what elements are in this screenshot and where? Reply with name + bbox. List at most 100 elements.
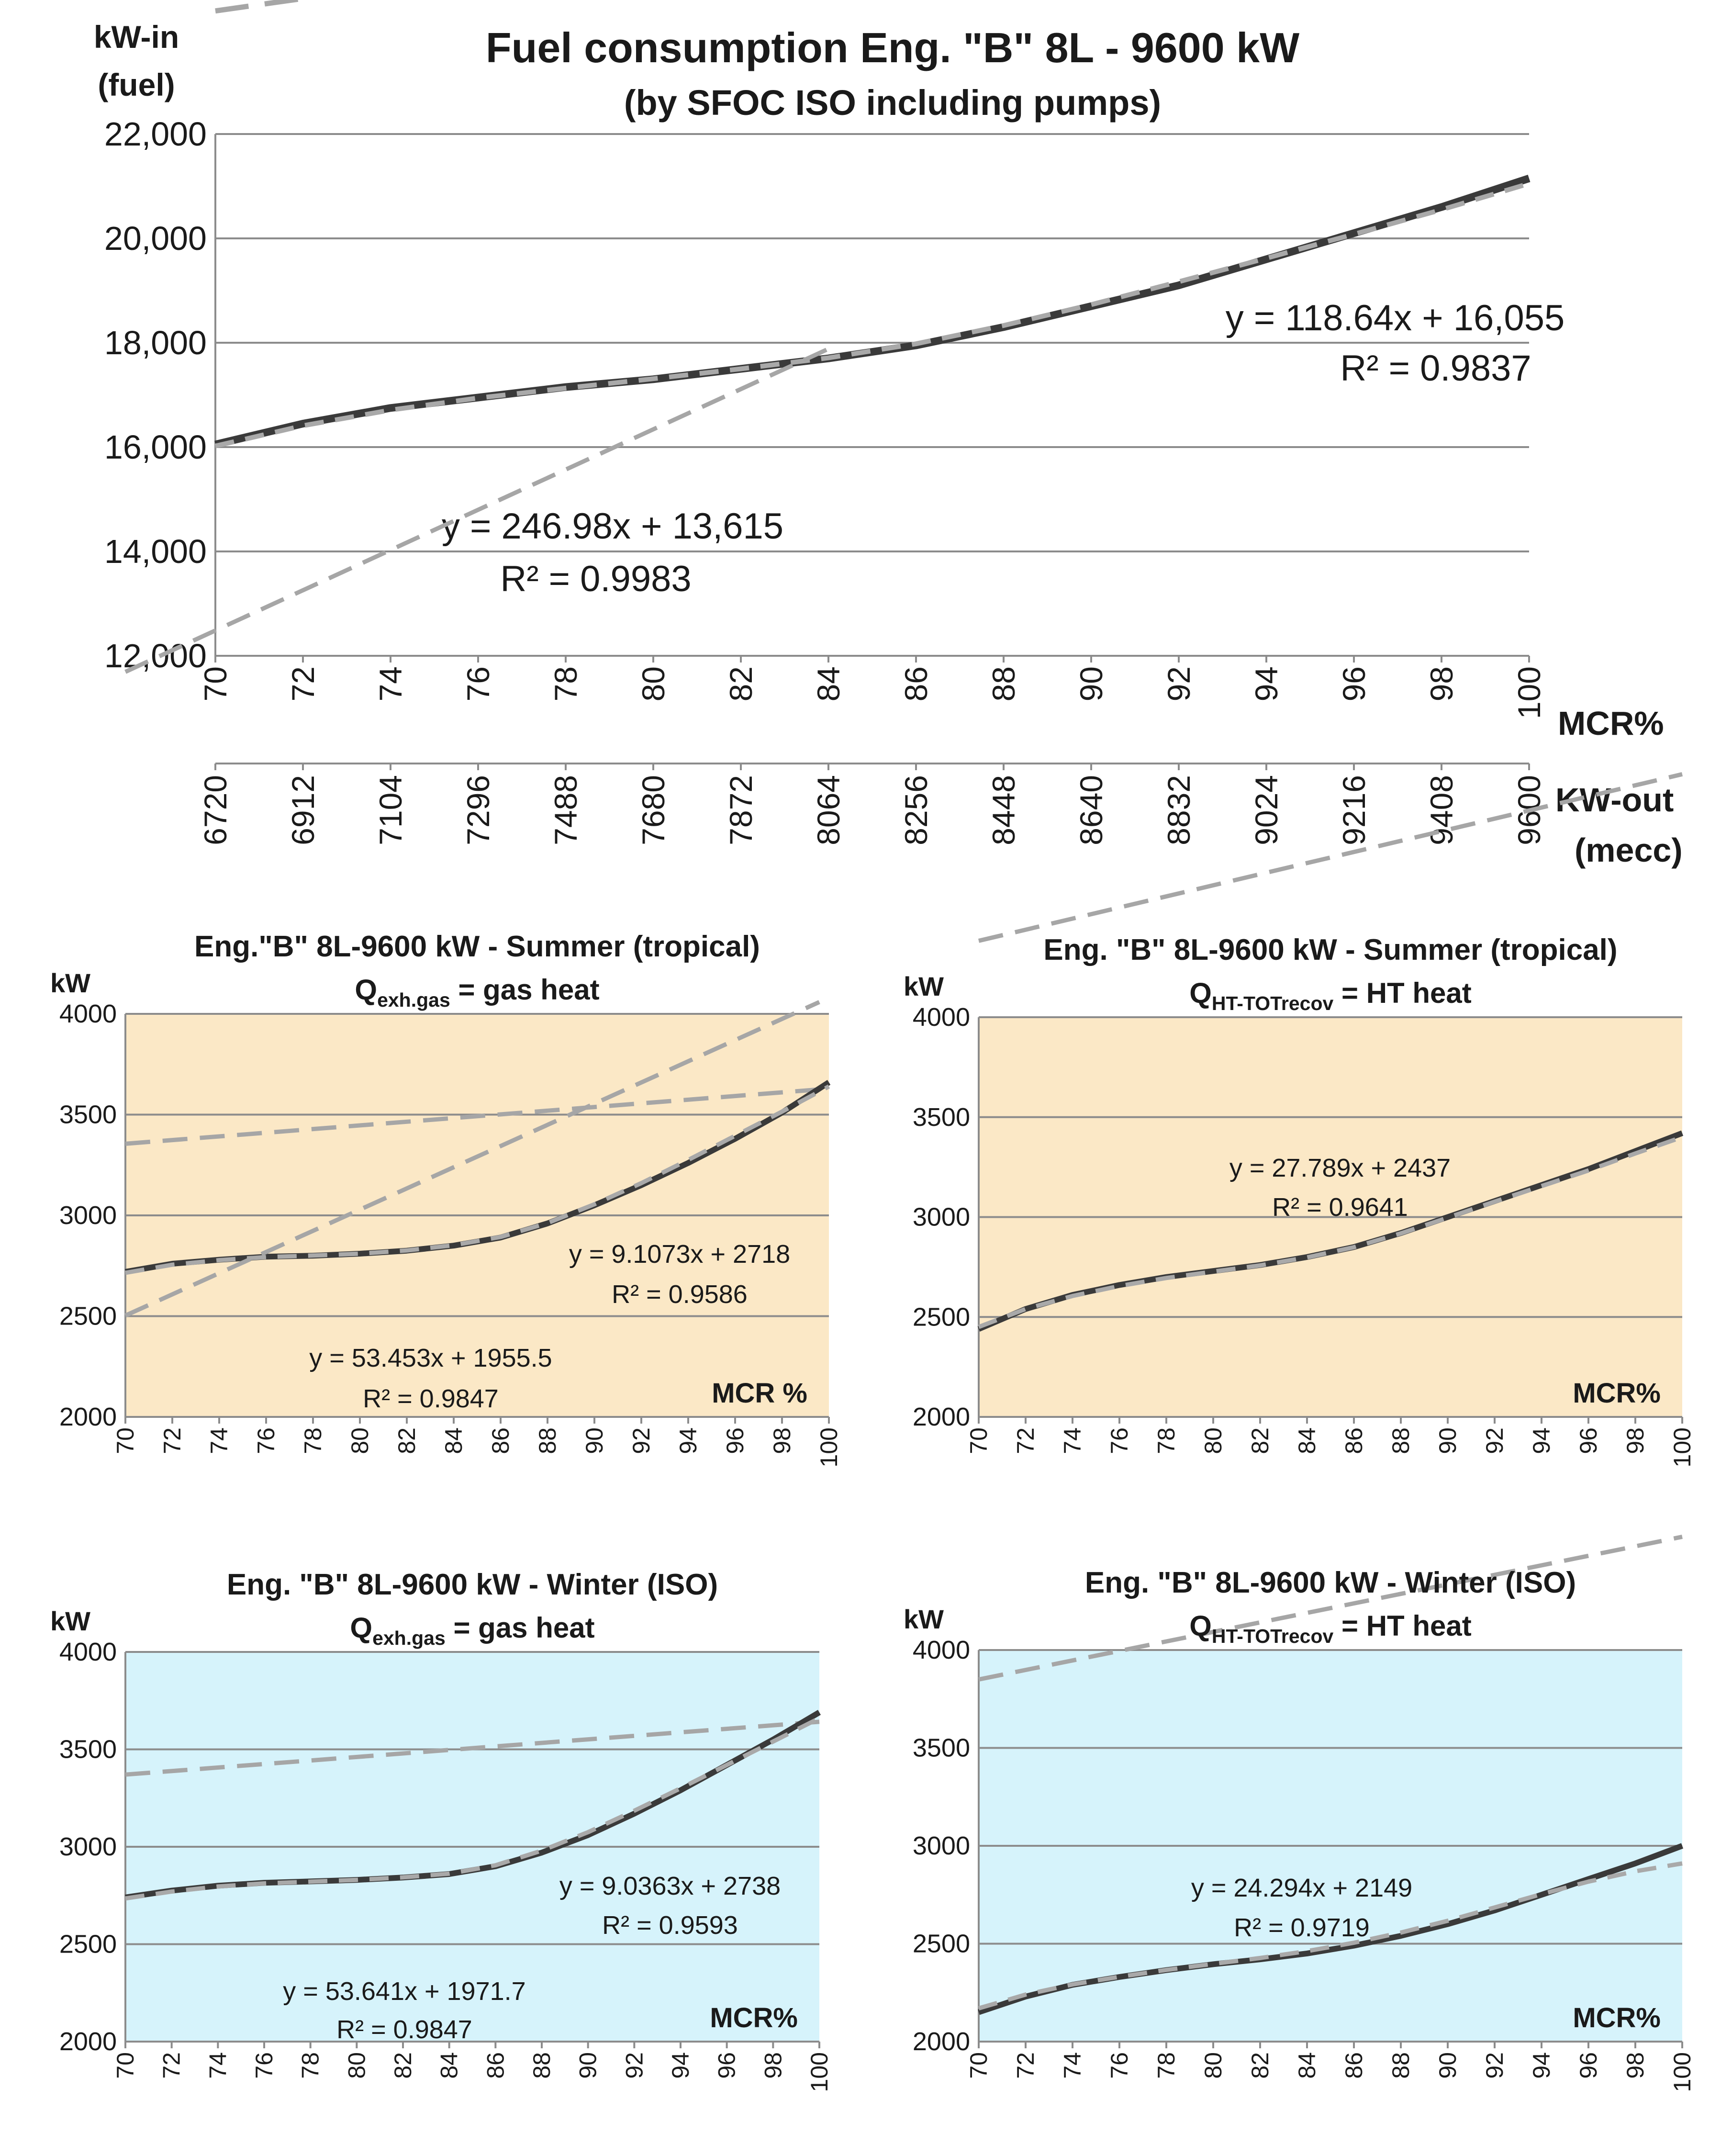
series-fit-line	[978, 1135, 1683, 1329]
x-tick-label: 76	[460, 666, 496, 701]
y-tick-label: 3000	[59, 1832, 117, 1861]
secondary-tick-label: 8832	[1161, 775, 1196, 845]
x-tick-label: 96	[1575, 1427, 1602, 1454]
y-tick-label: 2500	[59, 1930, 117, 1959]
y-tick-label: 20,000	[104, 220, 207, 257]
x-tick-label: 74	[1059, 1427, 1086, 1454]
x-axis-note: MCR%	[1573, 2002, 1661, 2033]
trendline-equation: y = 53.453x + 1955.5	[309, 1344, 552, 1372]
trendline-r-squared: R² = 0.9847	[336, 2015, 472, 2044]
x-axis-label: MCR%	[1558, 705, 1664, 742]
x-tick-label: 74	[204, 2052, 231, 2079]
x-tick-label: 70	[965, 1427, 992, 1454]
series-fit-line	[214, 181, 1530, 449]
chart-subtitle: (by SFOC ISO including pumps)	[624, 83, 1161, 123]
trendline-equation: y = 27.789x + 2437	[1229, 1154, 1451, 1182]
x-axis-note: MCR%	[710, 2002, 798, 2033]
x-tick-label: 96	[714, 2052, 740, 2079]
x-tick-label: 100	[816, 1427, 842, 1467]
chart-title: Eng. "B" 8L-9600 kW - Winter (ISO)	[227, 1568, 718, 1601]
x-tick-label: 92	[621, 2052, 648, 2079]
chart-subtitle: QHT-TOTrecov = HT heat	[1189, 1610, 1472, 1647]
y-tick-label: 18,000	[104, 324, 207, 361]
x-tick-label: 84	[811, 666, 846, 701]
x-tick-label: 100	[1669, 2052, 1696, 2092]
trendline	[124, 1000, 820, 1318]
y-tick-label: 4000	[913, 1636, 970, 1664]
x-tick-label: 96	[722, 1427, 749, 1454]
secondary-tick-label: 8064	[811, 775, 846, 845]
trendline-equation: y = 53.641x + 1971.7	[283, 1977, 525, 2006]
x-tick-label: 74	[1059, 2052, 1086, 2079]
y-tick-label: 2000	[59, 1403, 117, 1431]
secondary-tick-label: 7680	[636, 775, 671, 845]
chart-winter-ht: 2000 2500 3000 3500 4000 70 72 74 76 78 80 82 84 86 88…	[904, 1535, 1696, 2092]
y-tick-label: 3500	[913, 1103, 970, 1132]
x-tick-label: 84	[1294, 1427, 1320, 1454]
y-tick-label: 12,000	[104, 637, 207, 674]
trendline-r-squared: R² = 0.9586	[612, 1280, 748, 1309]
trendline-r-squared: R² = 0.9719	[1234, 1913, 1370, 1942]
trendline-r-squared: R² = 0.9593	[602, 1911, 738, 1940]
x-tick-label: 86	[1341, 2052, 1367, 2079]
x-tick-label: 92	[1481, 2052, 1508, 2079]
y-tick-label: 2500	[913, 1930, 970, 1958]
trendline-equation: y = 24.294x + 2149	[1191, 1874, 1412, 1902]
trendline-r-squared: R² = 0.9847	[363, 1384, 499, 1413]
x-tick-label: 96	[1336, 666, 1372, 701]
y-tick-label: 14,000	[104, 533, 207, 570]
x-tick-label: 88	[1387, 2052, 1414, 2079]
x-tick-label: 70	[965, 2052, 992, 2079]
y-tick-label: 2000	[913, 1403, 970, 1431]
x-tick-label: 98	[1622, 2052, 1649, 2079]
x-tick-label: 70	[112, 1427, 139, 1454]
y-tick-label: 22,000	[104, 115, 207, 153]
x-tick-label: 78	[300, 1427, 326, 1454]
x-tick-label: 82	[723, 666, 759, 701]
x-tick-label: 76	[1106, 1427, 1133, 1454]
x-tick-label: 80	[1200, 1427, 1227, 1454]
y-tick-label: 3000	[59, 1201, 117, 1230]
secondary-tick-label: 9024	[1249, 775, 1284, 845]
x-tick-label: 88	[1387, 1427, 1414, 1454]
secondary-tick-label: 8448	[986, 775, 1021, 845]
x-tick-label: 72	[1012, 2052, 1039, 2079]
y-tick-label: 3000	[913, 1203, 970, 1232]
y-axis-label: (fuel)	[98, 67, 175, 102]
chart-title: Eng. "B" 8L-9600 kW - Winter (ISO)	[1085, 1566, 1576, 1599]
x-tick-label: 100	[806, 2052, 833, 2092]
y-tick-label: 3500	[59, 1735, 117, 1764]
x-tick-label: 82	[1247, 1427, 1274, 1454]
y-tick-label: 3500	[913, 1734, 970, 1763]
y-axis-label: kW	[904, 1604, 944, 1634]
x-tick-label: 76	[1106, 2052, 1133, 2079]
x-tick-label: 98	[1622, 1427, 1649, 1454]
chart-summer-ht: 2000 2500 3000 3500 4000 70 72 74 76 78 80 82 84 86 88…	[904, 772, 1696, 1467]
x-axis-note: MCR %	[712, 1378, 807, 1409]
trendline-r-squared: R² = 0.9837	[1340, 348, 1531, 389]
y-tick-label: 2000	[59, 2027, 117, 2056]
y-axis-label: kW-in	[94, 19, 179, 55]
trendline-equation: y = 246.98x + 13,615	[442, 506, 783, 547]
trendline	[978, 772, 1683, 943]
trendline	[124, 347, 830, 674]
x-tick-label: 92	[628, 1427, 655, 1454]
x-tick-label: 86	[1341, 1427, 1367, 1454]
x-tick-label: 84	[440, 1427, 467, 1454]
y-tick-label: 4000	[59, 1638, 117, 1666]
trendline-equation: y = 9.1073x + 2718	[569, 1240, 790, 1269]
x-tick-label: 80	[343, 2052, 370, 2079]
x-tick-label: 94	[667, 2052, 694, 2079]
x-tick-label: 94	[1528, 2052, 1555, 2079]
chart-subtitle: QHT-TOTrecov = HT heat	[1189, 977, 1472, 1014]
y-tick-label: 2000	[913, 2027, 970, 2056]
x-tick-label: 78	[1153, 1427, 1180, 1454]
x-tick-label: 80	[1200, 2052, 1227, 2079]
secondary-tick-label: 7872	[723, 775, 759, 845]
x-tick-label: 74	[206, 1427, 233, 1454]
y-axis-label: kW	[50, 968, 90, 998]
y-tick-label: 2500	[59, 1302, 117, 1331]
x-tick-label: 78	[1153, 2052, 1180, 2079]
